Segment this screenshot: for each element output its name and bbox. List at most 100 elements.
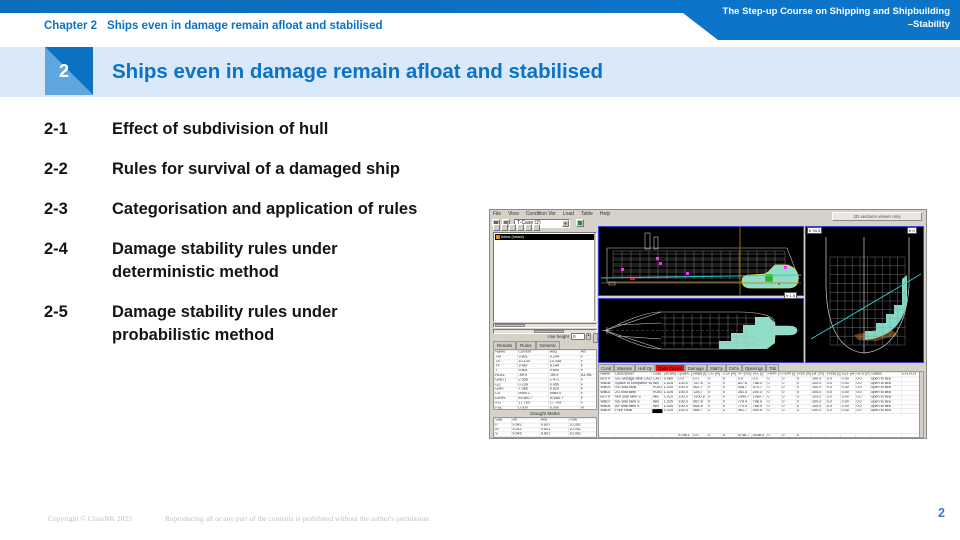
results-panel: Name Current Req Att TM 9.801 9.144 F TA 10.135 10… (493, 349, 597, 410)
profile-view (598, 226, 804, 296)
tree-tool-icon[interactable] (509, 224, 516, 231)
menu-item[interactable]: Condition Ver (525, 211, 556, 217)
compartment-table-totals: 4788.1 0.0 0 0 4748.7 4248.0 0 0 0 (599, 433, 922, 437)
chevron-down-icon[interactable]: ▼ (562, 220, 569, 227)
stability-software-screenshot: File View Condition Ver Load Table Help T-Cas… (489, 209, 927, 439)
compartment-grid (612, 250, 786, 279)
case-select-value: T-Case (2) (517, 220, 541, 226)
menu-item[interactable]: File (493, 211, 502, 217)
course-title-line1: The Step-up Course on Shipping and Shipb… (722, 6, 950, 17)
toc-item-number: 2-5 (44, 303, 68, 321)
draught-marks-table: Stat Aft Mid Fore P 9.542 9.801 10.061 M 9.542 9.8… (494, 418, 596, 437)
draught-marks-panel: Stat Aft Mid Fore P 9.542 9.801 10.061 M 9.542 9.8… (493, 417, 597, 438)
draught-marks-title: Draught Marks (530, 411, 560, 416)
menu-item[interactable]: Load (562, 211, 574, 217)
page-number: 2 (938, 506, 945, 520)
tree-tool-icon[interactable] (517, 224, 524, 231)
tank-markers (621, 257, 787, 275)
slide-title: Ships even in damage remain afloat and s… (112, 60, 604, 83)
bottom-tab[interactable]: Masses (614, 364, 636, 371)
toc-item-number: 2-1 (44, 120, 68, 138)
app-menu-bar: File View Condition Ver Load Table Help (493, 211, 610, 218)
chart-tool-icon[interactable] (576, 219, 584, 227)
sections-viewer-button[interactable]: 2D sections viewer only (832, 212, 922, 221)
case-select-dropdown[interactable]: T-Case (2) ▼ (514, 219, 570, 228)
plan-grid (661, 314, 755, 347)
tree-toolbar (493, 224, 540, 231)
plan-view-drawing (601, 311, 801, 350)
toc-item-text: Rules for survival of a damaged ship (112, 160, 400, 178)
chapter-number: 2 (58, 60, 69, 81)
course-title-line2: –Stability (907, 19, 950, 30)
chapter-number-box: 2 (45, 47, 93, 95)
body-plan-right-label: fr 0 (907, 227, 917, 234)
tree-tool-icon[interactable] (493, 224, 500, 231)
toc-item-number: 2-2 (44, 160, 68, 178)
bottom-tab[interactable]: Crit'a (725, 364, 742, 371)
bottom-tab[interactable]: Damage (684, 364, 707, 371)
bottom-tab[interactable]: Hull Op (635, 364, 656, 371)
hull-plan-outline (603, 311, 776, 350)
body-plan-drawing (810, 237, 922, 354)
toc-item: 2-1 Effect of subdivision of hull (44, 118, 504, 141)
body-plan-left-label: fr 34.5 (807, 227, 823, 234)
app-toolbar: T-Case (2) ▼ (492, 219, 922, 229)
menu-item[interactable]: Help (599, 211, 611, 217)
profile-frame-label: fr 1.5 (784, 292, 798, 299)
results-table: Name Current Req Att TM 9.801 9.144 F TA 10.135 10… (494, 350, 596, 409)
flooded-plan-region (719, 317, 775, 349)
toc-item-number: 2-4 (44, 240, 68, 258)
chapter-header: Chapter 2 Ships even in damage remain afl… (44, 20, 383, 32)
damage-marker (630, 278, 635, 280)
bottom-tab[interactable]: Stab'ty (706, 364, 726, 371)
left-panel-tab[interactable]: General (535, 341, 560, 349)
panel-toggle-icon[interactable] (593, 333, 598, 343)
profile-view-drawing (600, 227, 802, 295)
toc-item-text: Effect of subdivision of hull (112, 120, 329, 138)
course-banner: The Step-up Course on Shipping and Shipb… (600, 0, 960, 40)
horizontal-scrollbar[interactable] (493, 329, 597, 334)
left-panel-tab[interactable]: Results (493, 341, 517, 349)
toc-list: 2-1 Effect of subdivision of hull 2-2 Ru… (44, 118, 504, 364)
tree-tool-icon[interactable] (501, 224, 508, 231)
footer-copyright: Copyright © ClassNK 2023 (48, 514, 132, 523)
chapter-label: Chapter 2 (44, 20, 98, 32)
toc-item: 2-3 Categorisation and application of ru… (44, 198, 504, 221)
title-band (0, 47, 960, 97)
bottom-tab-bar: Cond Masses Hull Op Dam Cases Damage Stab'ty C… (598, 364, 924, 371)
bottom-tab[interactable]: Tab (766, 364, 780, 371)
intact-buoyancy-compartment (764, 273, 774, 283)
menu-item[interactable]: View (508, 211, 519, 217)
use-height-input[interactable] (571, 333, 585, 340)
tree-selected-label: Initial (Intact) (501, 234, 524, 239)
menu-item[interactable]: Table (580, 211, 593, 217)
heeled-waterline (810, 273, 922, 340)
downflooding-point (777, 282, 781, 286)
condition-tree-panel: Initial (Intact) (493, 232, 597, 322)
left-panel-tabs: Results Rules General (493, 341, 560, 349)
tree-tool-icon[interactable] (533, 224, 540, 231)
stern-appendage (774, 325, 798, 336)
left-panel-tab[interactable]: Rules (516, 341, 536, 349)
tree-tool-icon[interactable] (525, 224, 532, 231)
plan-view (598, 298, 804, 363)
toc-item: 2-5 Damage stability rules under probabi… (44, 301, 504, 347)
footer-notice: Reproducing all or any part of the conte… (165, 514, 430, 523)
bottom-tab[interactable]: Openings (741, 364, 767, 371)
table-vertical-scrollbar[interactable] (919, 372, 923, 437)
flooded-section-region (865, 275, 907, 340)
toc-item: 2-2 Rules for survival of a damaged ship (44, 158, 504, 181)
tree-selected-item[interactable]: Initial (Intact) (495, 234, 594, 240)
waterline (600, 274, 802, 279)
horizontal-scrollbar[interactable] (493, 323, 597, 328)
bottom-tab[interactable]: Cond (598, 364, 615, 371)
folder-icon (496, 235, 500, 239)
toc-item-number: 2-3 (44, 200, 68, 218)
spinner-icon[interactable]: ▲ (586, 333, 591, 340)
body-plan-view (805, 226, 924, 363)
bottom-tab[interactable]: Dam Cases (655, 364, 685, 371)
tree-vertical-scrollbar[interactable] (594, 233, 596, 321)
